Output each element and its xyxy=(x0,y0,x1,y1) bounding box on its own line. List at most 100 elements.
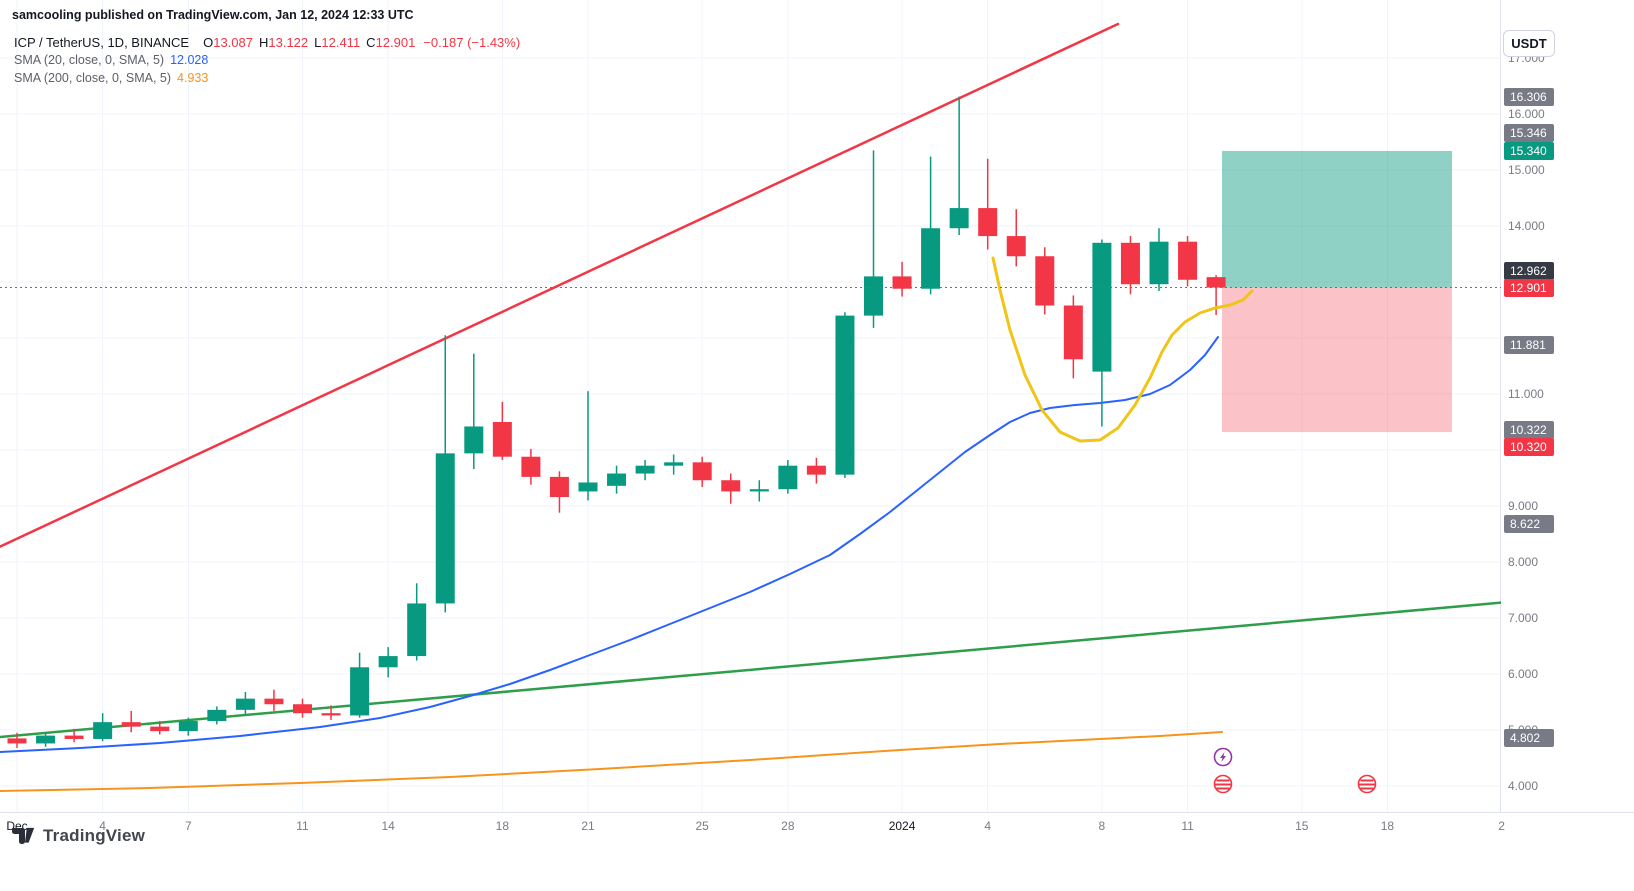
price-tick: 16.000 xyxy=(1508,107,1545,121)
candle-body xyxy=(464,426,484,454)
long-position-loss-zone[interactable] xyxy=(1222,287,1452,433)
ohlc-close-label: C xyxy=(366,35,376,50)
ohlc-high-label: H xyxy=(258,35,269,50)
candle-body xyxy=(36,735,56,744)
time-tick: 11 xyxy=(296,819,309,833)
chart-legend: ICP / TetherUS, 1D, BINANCE O13.087 H13.12… xyxy=(14,34,520,87)
yellow-curve-drawing[interactable] xyxy=(991,256,1254,443)
candle-body xyxy=(1092,242,1112,372)
tradingview-logo[interactable]: TradingView xyxy=(12,826,145,846)
candle-body xyxy=(949,208,969,229)
price-badge: 4.802 xyxy=(1504,729,1554,747)
indicator-sma200-value: 4.933 xyxy=(177,71,209,85)
candle-body xyxy=(521,456,541,477)
candle-body xyxy=(350,667,370,716)
ohlc-low-label: L xyxy=(314,35,322,50)
candle-body xyxy=(835,315,855,475)
candle-body xyxy=(435,453,455,604)
time-tick: 21 xyxy=(581,819,595,833)
price-badge: 11.881 xyxy=(1504,336,1554,354)
time-tick: 8 xyxy=(1098,819,1106,833)
candle-body xyxy=(1178,241,1198,280)
candle-body xyxy=(1120,242,1140,285)
time-tick: 2 xyxy=(1498,819,1505,833)
candle-body xyxy=(1063,305,1083,360)
candle-body xyxy=(321,713,341,716)
time-tick: 15 xyxy=(1295,819,1309,833)
tradingview-logo-text: TradingView xyxy=(43,826,146,845)
candle-body xyxy=(549,476,569,498)
candle-body xyxy=(864,276,883,316)
time-tick: 7 xyxy=(184,819,192,833)
price-badge: 12.901 xyxy=(1504,279,1554,297)
candle-body xyxy=(692,462,712,481)
sma20-line[interactable] xyxy=(0,336,1219,753)
candle-body xyxy=(921,228,941,289)
candle-body xyxy=(293,704,312,714)
price-axis[interactable]: 17.000 16.000 15.000 14.000 11.000 9.000 8.000… xyxy=(1502,0,1634,812)
price-badge: 12.962 xyxy=(1504,262,1554,280)
price-tick: 4.000 xyxy=(1508,779,1539,793)
candle-body xyxy=(93,722,113,739)
sma200-line[interactable] xyxy=(0,731,1223,792)
us-flag-event-icon[interactable] xyxy=(1213,774,1233,794)
price-tick: 14.000 xyxy=(1508,219,1545,233)
ohlc-high-value: 13.122 xyxy=(268,35,309,50)
symbol-row: ICP / TetherUS, 1D, BINANCE O13.087 H13.12… xyxy=(14,34,520,51)
time-tick: 2024 xyxy=(888,819,916,833)
price-tick: 11.000 xyxy=(1508,387,1544,401)
price-tick: 6.000 xyxy=(1508,667,1539,681)
symbol-title[interactable]: ICP / TetherUS, 1D, BINANCE xyxy=(14,35,190,50)
price-badge: 15.346 xyxy=(1504,124,1554,142)
lightning-event-icon[interactable] xyxy=(1213,747,1233,767)
time-tick: 4 xyxy=(984,819,992,833)
candle-body xyxy=(1206,277,1226,288)
candle-body xyxy=(150,726,170,732)
indicator-row-sma200[interactable]: SMA (200, close, 0, SMA, 5) 4.933 xyxy=(14,70,520,87)
currency-toggle-button[interactable]: USDT xyxy=(1503,30,1555,57)
price-tick: 15.000 xyxy=(1508,163,1545,177)
indicator-sma20-value: 12.028 xyxy=(170,53,209,67)
price-badge: 8.622 xyxy=(1504,515,1554,533)
price-tick: 9.000 xyxy=(1508,499,1539,513)
candle-body xyxy=(378,656,398,668)
ohlc-low-value: 12.411 xyxy=(321,35,361,50)
time-tick: 11 xyxy=(1181,819,1194,833)
candlestick-chart xyxy=(0,0,1501,812)
candle-body xyxy=(607,473,627,486)
candle-body xyxy=(635,465,655,474)
indicator-row-sma20[interactable]: SMA (20, close, 0, SMA, 5) 12.028 xyxy=(14,52,520,69)
candle-body xyxy=(892,276,912,289)
indicator-sma20-label: SMA (20, close, 0, SMA, 5) xyxy=(14,53,165,67)
candle-body xyxy=(1035,256,1055,306)
candle-body xyxy=(207,709,227,722)
candle-body xyxy=(492,422,512,457)
chart-pane[interactable] xyxy=(0,0,1501,812)
candle-body xyxy=(64,735,84,739)
candle-body xyxy=(806,465,826,475)
us-flag-event-icon[interactable] xyxy=(1357,774,1377,794)
price-tick: 8.000 xyxy=(1508,555,1539,569)
ohlc-open-value: 13.087 xyxy=(213,35,253,50)
published-caption: samcooling published on TradingView.com,… xyxy=(12,8,414,22)
long-position-profit-zone[interactable] xyxy=(1222,150,1452,288)
candle-body xyxy=(578,482,598,492)
candle-body xyxy=(7,738,27,744)
price-badge: 16.306 xyxy=(1504,88,1554,106)
tradingview-logo-icon xyxy=(12,827,35,844)
candle-body xyxy=(235,698,255,710)
candle-body xyxy=(721,480,741,492)
candle-body xyxy=(1006,236,1026,257)
candle-body xyxy=(264,698,284,705)
ohlc-open-label: O xyxy=(203,35,214,50)
green-trendline[interactable] xyxy=(0,601,1501,739)
candle-body xyxy=(978,208,998,237)
time-tick: 28 xyxy=(781,819,795,833)
ohlc-close-value: 12.901 xyxy=(375,35,416,50)
price-badge: 15.340 xyxy=(1504,142,1554,160)
time-axis[interactable]: Dec 4 7 11 14 18 21 25 28 2024 4 8 11 15 18 2 xyxy=(0,812,1634,840)
time-tick: 25 xyxy=(695,819,709,833)
red-trendline[interactable] xyxy=(0,22,1120,549)
price-tick: 7.000 xyxy=(1508,611,1539,625)
candle-body xyxy=(749,489,769,492)
